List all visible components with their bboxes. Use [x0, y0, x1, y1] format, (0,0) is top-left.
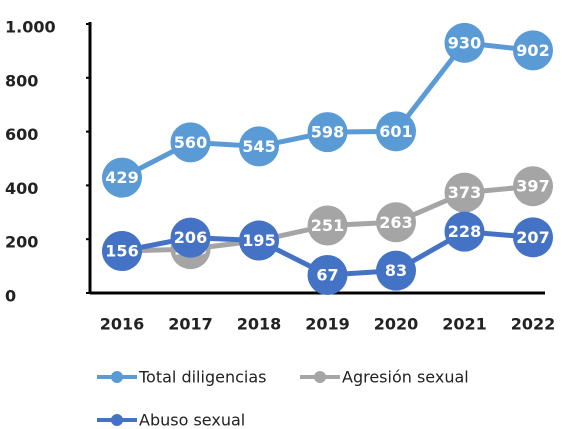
point: [376, 111, 416, 152]
y-tick-label: 400: [5, 179, 38, 198]
x-tick-label: 2019: [305, 315, 350, 334]
data-label: 397: [516, 177, 549, 196]
point: [239, 220, 279, 261]
data-label: 207: [516, 228, 549, 247]
data-label: 206: [174, 228, 207, 247]
point: [513, 217, 553, 258]
x-tick-label: 2017: [168, 315, 213, 334]
data-label: 601: [379, 122, 412, 141]
data-label: 598: [311, 123, 344, 142]
data-label: 560: [174, 133, 207, 152]
point: [307, 112, 348, 153]
y-tick-label: 200: [5, 233, 38, 252]
point: [170, 217, 211, 258]
x-tick-label: 2020: [374, 315, 419, 334]
point: [307, 205, 348, 246]
legend-marker: [314, 371, 326, 383]
data-label: 373: [448, 183, 481, 202]
legend-label: Total diligencias: [138, 368, 266, 387]
data-label: 545: [242, 137, 275, 156]
x-tick-label: 2018: [237, 315, 282, 334]
data-label: 195: [242, 231, 275, 250]
y-tick-label: 600: [5, 125, 38, 144]
point: [102, 231, 142, 272]
data-label: 930: [448, 33, 481, 52]
x-tick-label: 2016: [100, 315, 145, 334]
data-label: 263: [379, 213, 412, 232]
y-tick-label: 800: [5, 71, 38, 90]
data-label: 156: [105, 242, 138, 261]
point: [444, 22, 485, 63]
data-label: 228: [448, 222, 481, 241]
point: [444, 211, 485, 252]
point: [376, 250, 416, 291]
point: [170, 122, 211, 163]
legend-marker: [111, 371, 123, 383]
x-tick-label: 2021: [442, 315, 487, 334]
data-label: 251: [311, 216, 344, 235]
legend-marker: [111, 414, 123, 426]
y-tick-label: 1.000: [5, 18, 56, 37]
x-tick-label: 2022: [511, 315, 556, 334]
point: [513, 166, 553, 207]
data-label: 83: [385, 261, 407, 280]
point: [444, 172, 485, 213]
point: [102, 157, 142, 198]
data-label: 429: [105, 168, 138, 187]
data-label: 67: [316, 265, 338, 284]
point: [239, 126, 279, 167]
point: [307, 254, 348, 295]
point: [513, 30, 553, 71]
data-label: 902: [516, 41, 549, 60]
legend-label: Abuso sexual: [139, 411, 245, 429]
legend-label: Agresión sexual: [342, 368, 469, 387]
point: [376, 202, 416, 243]
y-tick-label: 0: [5, 287, 16, 306]
